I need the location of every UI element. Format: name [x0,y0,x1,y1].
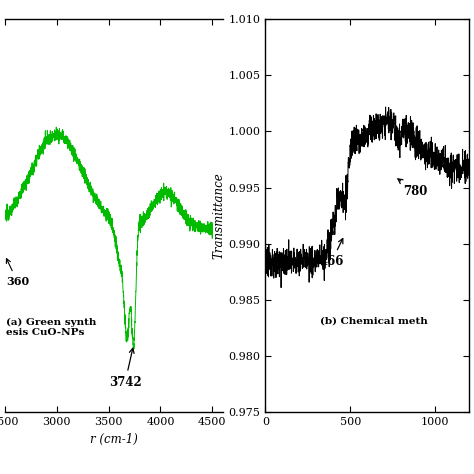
Y-axis label: Transmittance: Transmittance [213,172,226,259]
X-axis label: r (cm-1): r (cm-1) [90,433,138,446]
Text: 3742: 3742 [109,348,142,389]
Text: (b) Chemical meth: (b) Chemical meth [320,317,428,326]
Text: 780: 780 [398,179,428,198]
Text: (a) Green synth
esis CuO-NPs: (a) Green synth esis CuO-NPs [6,318,96,337]
Text: 360: 360 [6,259,29,287]
Text: 466: 466 [319,238,344,268]
